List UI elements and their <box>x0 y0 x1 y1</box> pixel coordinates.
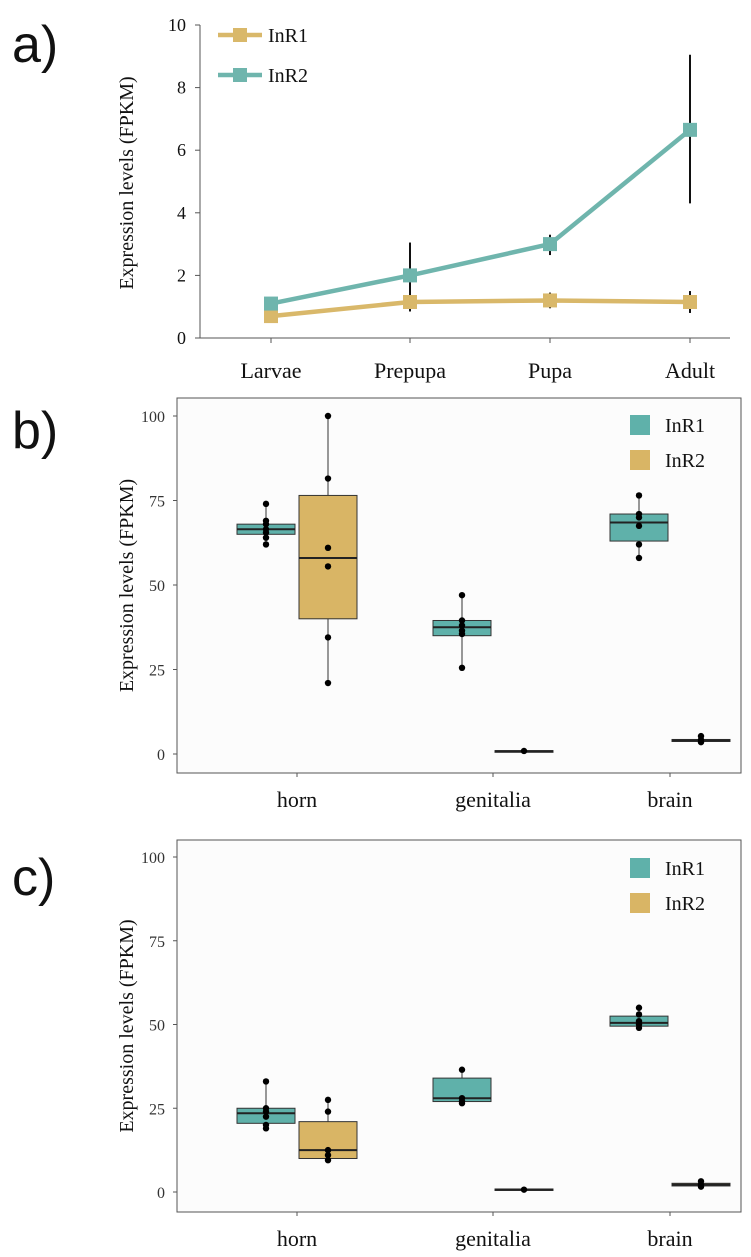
legend-label: InR2 <box>268 65 308 87</box>
data-point <box>520 747 528 755</box>
legend-swatch <box>630 893 650 913</box>
data-point <box>458 591 466 599</box>
x-tick-label: Larvae <box>240 358 301 383</box>
y-tick-label: 50 <box>149 578 165 595</box>
legend-label: InR1 <box>665 858 705 880</box>
data-point <box>324 475 332 482</box>
data-point <box>458 664 466 672</box>
data-point <box>262 1078 270 1085</box>
data-point <box>324 1156 332 1164</box>
y-tick-label: 6 <box>177 140 186 160</box>
data-point <box>324 412 332 420</box>
x-tick-label: genitalia <box>455 1226 531 1251</box>
y-tick-label: 25 <box>149 663 165 680</box>
panel-a: a) 0 2 4 6 8 10 Larvae Prepupa Pupa Adult Expressio… <box>12 15 730 383</box>
panel-label-b: b) <box>12 402 58 460</box>
data-point <box>635 1024 643 1032</box>
data-point <box>324 1108 332 1115</box>
data-point-InR2 <box>264 296 278 311</box>
data-point <box>635 492 643 499</box>
y-axis-label: Expression levels (FPKM) <box>116 479 138 692</box>
y-tick-label: 10 <box>168 15 186 35</box>
data-point <box>635 514 643 521</box>
data-point <box>324 563 332 570</box>
data-point <box>635 541 643 548</box>
series-line-InR1 <box>270 298 691 319</box>
x-tick-label: genitalia <box>455 787 531 812</box>
data-point <box>458 1066 466 1073</box>
series-line-InR2 <box>270 128 692 306</box>
legend-label: InR2 <box>665 893 705 915</box>
legend-label: InR2 <box>665 450 705 472</box>
x-tick-label: Pupa <box>528 358 572 383</box>
panel-b: b) 0 25 50 75 100 horn genitalia brain Expression… <box>12 397 742 812</box>
x-tick-label: brain <box>647 1226 692 1251</box>
data-point <box>262 529 270 536</box>
data-point <box>262 1125 270 1132</box>
data-point <box>262 500 270 508</box>
data-point <box>262 534 270 541</box>
data-point <box>635 554 643 562</box>
data-point-InR2 <box>403 268 417 283</box>
y-tick-label: 0 <box>157 747 165 764</box>
y-tick-label: 2 <box>177 265 186 285</box>
data-point <box>697 738 705 746</box>
legend-marker <box>233 68 247 82</box>
plot-frame <box>176 397 742 774</box>
data-point <box>324 679 332 687</box>
data-point <box>262 541 270 548</box>
legend-swatch <box>630 450 650 470</box>
data-point <box>635 522 643 530</box>
data-point <box>262 1108 270 1115</box>
panel-label-a: a) <box>12 16 58 74</box>
y-tick-label: 75 <box>149 494 165 511</box>
data-point <box>324 634 332 641</box>
x-tick-label: Prepupa <box>374 358 446 383</box>
legend-swatch <box>630 858 650 878</box>
x-tick-label: horn <box>277 787 317 812</box>
data-point-InR1 <box>543 293 557 308</box>
y-tick-label: 100 <box>141 850 165 867</box>
legend-label: InR1 <box>268 25 308 47</box>
data-point-InR1 <box>683 295 697 310</box>
y-tick-label: 0 <box>157 1185 165 1202</box>
y-tick-label: 8 <box>177 78 186 98</box>
y-axis-label: Expression levels (FPKM) <box>116 76 138 289</box>
data-point <box>324 1146 332 1154</box>
data-point <box>262 520 270 528</box>
legend-swatch <box>630 415 650 435</box>
y-axis-label: Expression levels (FPKM) <box>116 919 138 1132</box>
x-tick-label: brain <box>647 787 692 812</box>
data-point <box>635 1004 643 1011</box>
y-tick-label: 50 <box>149 1018 165 1035</box>
data-point <box>458 1100 466 1107</box>
y-tick-label: 75 <box>149 934 165 951</box>
x-tick-label: Adult <box>665 358 715 383</box>
y-tick-label: 4 <box>177 203 186 223</box>
data-point <box>458 630 466 638</box>
y-tick-label: 100 <box>141 409 165 426</box>
data-point <box>262 1113 270 1120</box>
data-point <box>458 617 466 624</box>
data-point-InR1 <box>264 309 278 324</box>
data-point-InR2 <box>683 122 697 137</box>
data-point <box>520 1186 528 1193</box>
x-tick-label: horn <box>277 1226 317 1251</box>
data-point <box>697 1183 705 1190</box>
y-tick-label: 0 <box>177 328 186 348</box>
panel-label-c: c) <box>12 849 55 907</box>
data-point <box>324 1151 332 1159</box>
legend-label: InR1 <box>665 415 705 437</box>
legend-marker <box>233 28 247 42</box>
data-point <box>324 1096 332 1104</box>
panel-c: c) 0 25 50 75 100 horn genitalia brain Expression… <box>12 839 742 1251</box>
y-tick-label: 25 <box>149 1101 165 1118</box>
data-point-InR1 <box>403 295 417 310</box>
data-point <box>635 1011 643 1018</box>
data-point <box>324 544 332 552</box>
data-point-InR2 <box>543 237 557 252</box>
data-point <box>458 622 466 629</box>
